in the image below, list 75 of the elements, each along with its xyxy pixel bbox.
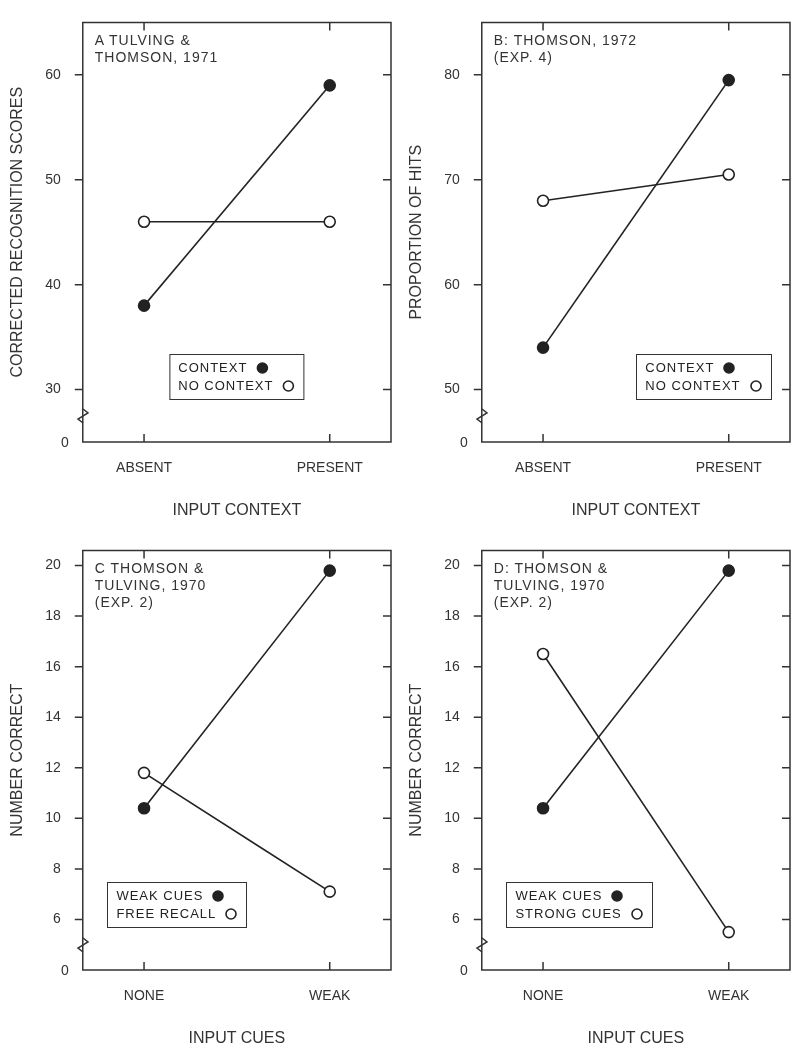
point: [137, 801, 151, 815]
y-tick-label: 30: [45, 380, 61, 397]
y-axis-title: NUMBER CORRECT: [407, 683, 425, 837]
x-tick-label: NONE: [123, 987, 165, 1004]
legend-label: NO CONTEXT: [178, 377, 274, 396]
y-tick-label: 40: [45, 275, 61, 292]
text: D: THOMSON & TULVING, 1970: [493, 560, 610, 595]
point: [137, 766, 151, 780]
x-tick-label: PRESENT: [296, 459, 364, 476]
y-tick-label: 18: [444, 606, 460, 623]
x-tick-label: WEAK: [708, 987, 750, 1004]
y-tick-label: 60: [444, 275, 460, 292]
point: [722, 564, 736, 577]
y-tick-label: 70: [444, 170, 460, 187]
point: [536, 801, 550, 815]
y-tick-label: 10: [444, 809, 460, 826]
text: 0: [459, 961, 468, 979]
y-tick-label: 80: [444, 65, 460, 82]
x-tick-label: WEAK: [309, 987, 351, 1004]
y-tick-label: 12: [444, 758, 460, 775]
y-tick-label: 6: [451, 910, 460, 927]
point: [323, 564, 337, 577]
y-axis-title: CORRECTED RECOGNITION SCORES: [8, 86, 26, 378]
point: [536, 194, 550, 208]
x-axis-title: INPUT CUES: [188, 1028, 286, 1046]
y-tick-label: 8: [52, 859, 61, 876]
text: (EXP. 2): [94, 594, 155, 612]
point: [722, 73, 736, 87]
text: (EXP. 2): [493, 594, 554, 612]
legend-label: FREE RECALL: [116, 905, 217, 924]
x-tick-label: PRESENT: [695, 459, 763, 476]
y-tick-label: 14: [45, 708, 61, 725]
y-tick-label: 50: [45, 170, 61, 187]
y-tick-label: 50: [444, 380, 460, 397]
text: B: THOMSON, 1972: [493, 32, 638, 50]
y-tick-label: 6: [52, 910, 61, 927]
legend-label: CONTEXT: [645, 359, 715, 378]
x-tick-label: ABSENT: [116, 459, 173, 476]
x-tick-label: ABSENT: [515, 459, 572, 476]
text: 0: [60, 961, 69, 979]
text: A TULVING & THOMSON, 1971: [94, 32, 220, 67]
legend-label: WEAK CUES: [515, 887, 603, 906]
text: (EXP. 4): [493, 49, 554, 67]
y-tick-label: 8: [451, 859, 460, 876]
y-tick-label: 18: [45, 606, 61, 623]
y-tick-label: 20: [444, 556, 460, 573]
y-tick-label: 60: [45, 65, 61, 82]
point: [536, 647, 550, 661]
point: [323, 79, 337, 92]
y-axis-title: NUMBER CORRECT: [8, 683, 26, 837]
y-tick-label: 20: [45, 556, 61, 573]
x-axis-title: INPUT CONTEXT: [172, 500, 302, 518]
x-tick-label: NONE: [522, 987, 564, 1004]
x-axis-title: INPUT CONTEXT: [571, 500, 701, 518]
x-axis-title: INPUT CUES: [587, 1028, 685, 1046]
y-tick-label: 16: [45, 657, 61, 674]
text: 0: [60, 433, 69, 451]
point: [722, 168, 736, 181]
text: C THOMSON & TULVING, 1970: [94, 560, 208, 595]
legend-label: NO CONTEXT: [645, 377, 741, 396]
point: [137, 299, 151, 312]
legend-label: WEAK CUES: [116, 887, 204, 906]
legend-label: CONTEXT: [178, 359, 248, 378]
point: [137, 215, 151, 229]
y-tick-label: 10: [45, 809, 61, 826]
y-axis-title: PROPORTION OF HITS: [407, 144, 425, 320]
y-tick-label: 12: [45, 758, 61, 775]
legend-label: STRONG CUES: [515, 905, 622, 924]
y-tick-label: 14: [444, 708, 460, 725]
point: [323, 215, 337, 229]
point: [323, 885, 337, 898]
y-tick-label: 16: [444, 657, 460, 674]
point: [536, 341, 550, 354]
point: [722, 925, 736, 939]
text: 0: [459, 433, 468, 451]
